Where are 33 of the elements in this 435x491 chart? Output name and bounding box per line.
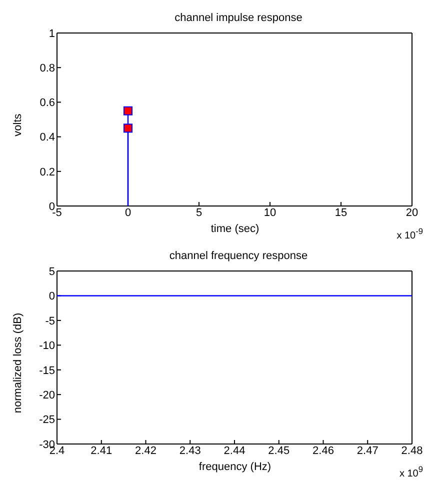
text: x 10$^{-9}$ [396,226,423,242]
y-tick-label: -5 [45,315,55,328]
y-tick-label: 0.8 [40,62,55,75]
y-tick-label: 0.4 [40,132,55,144]
y-tick-label: -10 [39,340,55,352]
x-tick-label: 2.44 [224,444,246,457]
x-tick-label: 2.48 [401,444,423,457]
x-tick-label: 2.45 [268,444,290,457]
y-tick-label: 0.2 [40,166,55,178]
y-tick-label: 0 [48,290,55,303]
y-tick-label: -25 [39,414,55,426]
x-tick-label: 15 [334,206,348,219]
y-tick-label: 1 [48,28,55,40]
chart-title: channel impulse response [174,12,304,24]
y-axis-title: volts [12,114,24,136]
y-tick-label: -20 [39,389,55,402]
y-tick-label: 5 [48,266,55,278]
text: x 10$^{9}$ [399,464,423,480]
y-axis-title: normalized loss (dB) [12,312,24,414]
x-tick-label: 2.46 [312,444,334,457]
y-tick-label: 0.6 [40,97,55,110]
x-tick-label: 2.43 [179,444,201,457]
x-axis-title: time (sec) [210,223,260,235]
y-tick-label: -15 [39,364,55,377]
x-tick-label: 2.42 [135,444,156,457]
x-tick-label: 10 [264,206,276,219]
x-tick-label: 2.41 [90,444,112,457]
x-tick-label: 20 [406,206,418,219]
x-tick-label: 5 [196,206,202,219]
chart-title: channel frequency response [168,250,309,262]
x-axis-title: frequency (Hz) [198,461,272,473]
x-tick-label: 0 [124,206,132,219]
x-tick-label: 2.47 [356,444,378,457]
